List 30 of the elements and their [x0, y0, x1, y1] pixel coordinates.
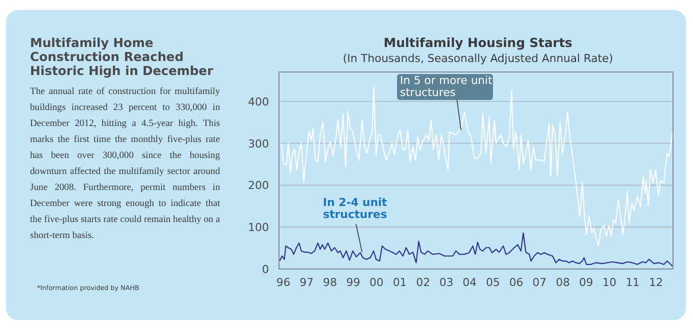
- x-tick-label: 98: [322, 276, 337, 289]
- text: The annual rate of construction for multifamily buildings increased 23 percent to 330,000 in December 2012, hitting a 4.5-year high. This marks the first time the monthly five-plus rate has been over 300,000 since the housing downturn affected the multifamily sector around June 2008. Furthermore, permit numbers in December were strong enough to indicate that the five-plus starts rate could remain healthy on a short-term basis.: [30, 86, 220, 241]
- x-tick-label: 02: [416, 276, 430, 289]
- chart-subtitle: (In Thousands, Seasonally Adjusted Annual Rate): [342, 52, 614, 65]
- line-series: [280, 86, 673, 246]
- text: In 2-4 unit structures: [322, 196, 388, 221]
- x-tick-label: 00: [370, 276, 384, 289]
- series-label: In 5 or more unit structures: [400, 74, 493, 99]
- x-tick-label: 96: [276, 276, 290, 289]
- y-tick-label: 300: [248, 137, 269, 150]
- x-tick-label: 97: [300, 276, 314, 289]
- text: Multifamily Home Construction Reached Historic High in December: [30, 35, 214, 78]
- x-tick-label: 06: [509, 276, 524, 289]
- chart-title: Multifamily Housing Starts: [384, 35, 572, 50]
- x-tick-label: 01: [392, 276, 407, 289]
- line-series: [279, 232, 673, 267]
- x-tick-label: 07: [532, 276, 547, 289]
- x-tick-label: 99: [346, 276, 360, 289]
- y-tick-label: 200: [248, 179, 269, 192]
- x-tick-label: 04: [462, 276, 477, 289]
- x-tick-label: 12: [648, 276, 663, 289]
- x-tick-label: 08: [556, 276, 570, 289]
- y-tick-label: 100: [248, 221, 269, 234]
- x-tick-label: 03: [439, 276, 454, 289]
- x-tick-label: 05: [486, 276, 500, 289]
- y-tick-label: 0: [262, 263, 269, 276]
- y-tick-label: 400: [248, 95, 269, 108]
- x-tick-label: 09: [579, 276, 594, 289]
- x-tick-label: 11: [626, 276, 640, 289]
- x-tick-label: 10: [602, 276, 616, 289]
